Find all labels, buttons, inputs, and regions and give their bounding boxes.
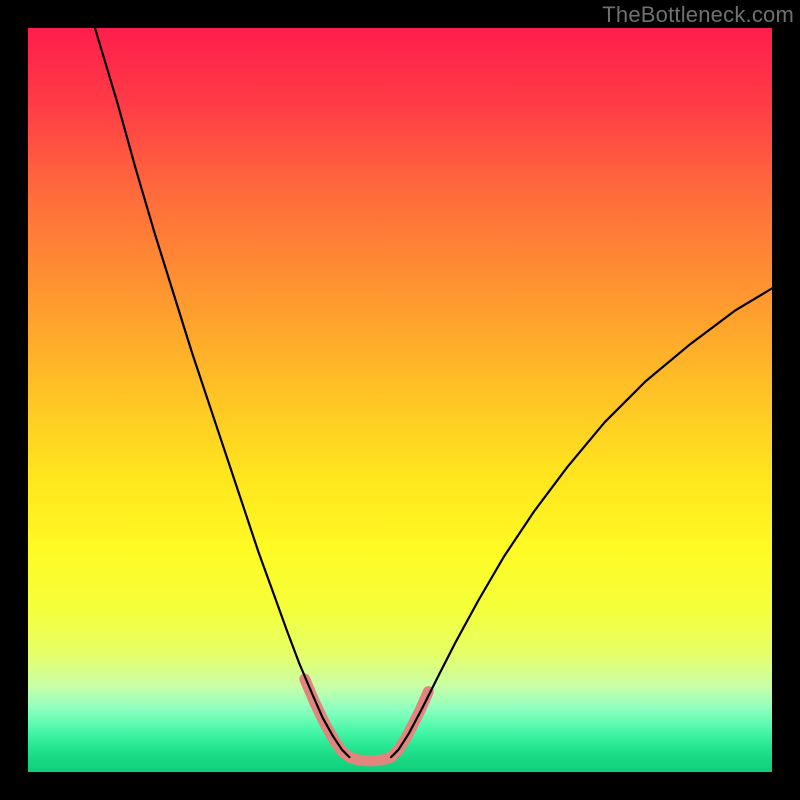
plot-svg bbox=[28, 28, 772, 772]
plot-background bbox=[28, 28, 772, 772]
stage: TheBottleneck.com bbox=[0, 0, 800, 800]
watermark-text: TheBottleneck.com bbox=[602, 2, 794, 28]
accent-floor bbox=[349, 757, 391, 761]
plot-area bbox=[28, 28, 772, 772]
